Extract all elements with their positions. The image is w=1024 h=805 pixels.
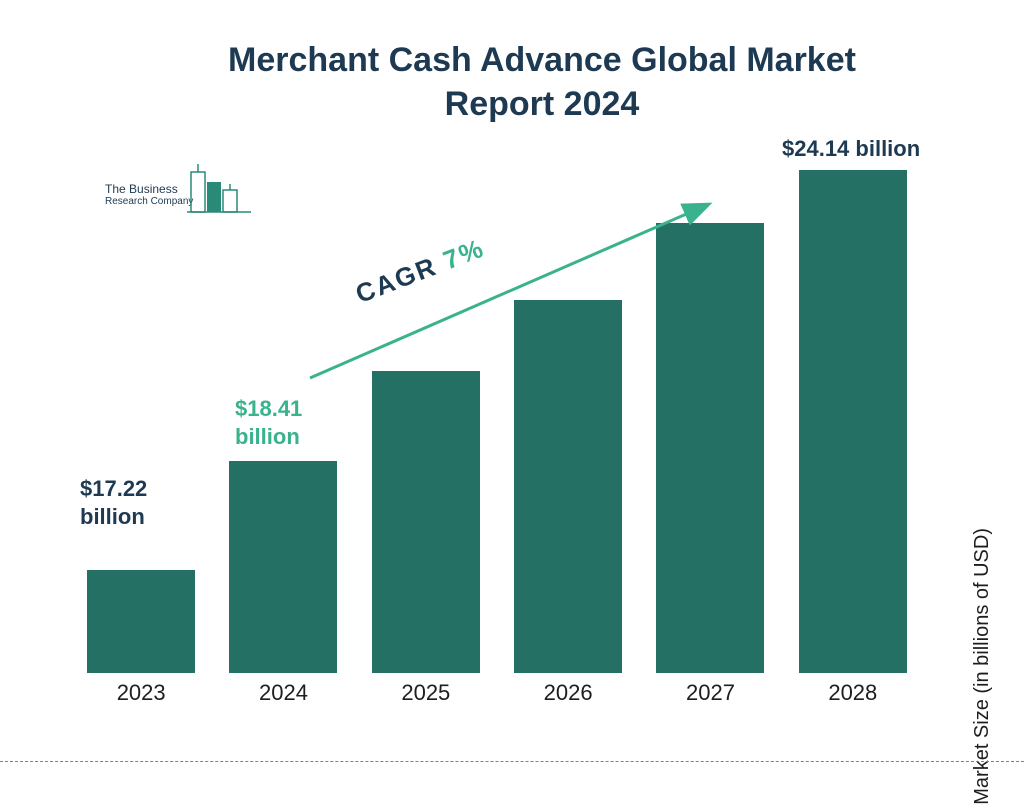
bar-chart: 2023 2024 2025 2026 2027 2028 <box>70 153 924 713</box>
bar <box>514 300 622 673</box>
bar <box>229 461 337 673</box>
bar <box>656 223 764 673</box>
bar-2027 <box>639 223 781 673</box>
x-label: 2027 <box>639 680 781 706</box>
y-axis-label: Market Size (in billions of USD) <box>971 528 994 805</box>
x-label: 2023 <box>70 680 212 706</box>
bars-container <box>70 153 924 673</box>
bar-2026 <box>497 300 639 673</box>
value-text: billion <box>80 504 145 529</box>
value-text: $17.22 <box>80 476 147 501</box>
chart-title: Merchant Cash Advance Global Market Repo… <box>180 38 904 126</box>
x-label: 2025 <box>355 680 497 706</box>
bar <box>799 170 907 673</box>
value-label-2028: $24.14 billion <box>782 135 920 163</box>
bar-2023 <box>70 570 212 673</box>
value-label-2024: $18.41 billion <box>235 395 302 450</box>
bar-2028 <box>782 170 924 673</box>
footer-divider <box>0 761 1024 762</box>
bar-2025 <box>355 371 497 673</box>
x-label: 2028 <box>782 680 924 706</box>
bar <box>372 371 480 673</box>
x-label: 2026 <box>497 680 639 706</box>
x-axis-labels: 2023 2024 2025 2026 2027 2028 <box>70 673 924 713</box>
x-label: 2024 <box>212 680 354 706</box>
value-text: $18.41 <box>235 396 302 421</box>
bar <box>87 570 195 673</box>
value-text: billion <box>235 424 300 449</box>
value-label-2023: $17.22 billion <box>80 475 147 530</box>
value-text: $24.14 billion <box>782 136 920 161</box>
bar-2024 <box>212 461 354 673</box>
